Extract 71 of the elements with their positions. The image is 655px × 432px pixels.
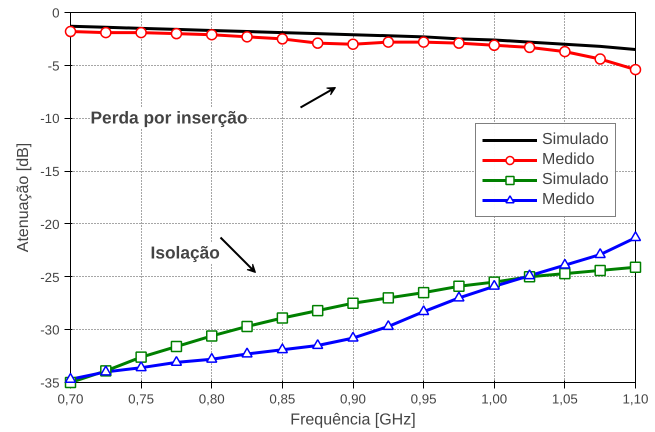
point [206,28,218,40]
x-tick-label: 1,05 [552,392,578,406]
point [312,338,324,350]
x-tick-label: 0,85 [269,392,296,406]
point [170,356,182,366]
legend-label: Simulado [542,131,609,149]
point [559,268,571,280]
x-tick-label: 0,75 [128,392,154,406]
y-tick-label: -10 [40,111,60,126]
point [488,280,500,290]
point [241,347,253,358]
point [418,286,430,298]
point [453,291,465,302]
point [276,33,288,45]
point [312,37,324,49]
point [135,361,147,372]
point [206,352,218,363]
point [594,248,606,258]
y-tick-label: 0 [52,6,60,20]
point [64,26,76,38]
y-tick-label: -35 [40,376,60,390]
point [453,280,465,292]
x-tick-label: 0,80 [198,392,225,406]
point [524,269,536,280]
point [488,40,500,52]
point [382,36,394,48]
y-tick-label: -15 [40,164,60,180]
point [630,231,642,242]
x-axis-title: Frequência [GHz] [290,412,416,428]
point [453,37,465,49]
point [135,351,147,363]
x-tick-label: 1,10 [622,392,648,406]
point [594,264,606,276]
point [418,36,430,48]
point [594,53,606,65]
point [135,26,147,38]
point [630,262,642,274]
x-tick-label: 0,90 [340,392,366,406]
y-axis-title: Atenuação [dB] [15,142,32,252]
annotation: Isolação [150,242,220,262]
point [241,31,253,43]
point [524,42,536,54]
point [418,305,430,316]
point [559,46,571,58]
x-tick-label: 0,95 [410,392,437,406]
point [276,312,288,324]
point [64,372,76,383]
x-tick-label: 1,00 [481,392,508,406]
annotation: Perda por inserção [90,108,248,128]
point [241,320,253,332]
point [170,28,182,40]
point [206,330,218,342]
legend-label: Medido [542,151,594,169]
point [630,64,642,76]
point [347,38,359,50]
y-tick-label: -30 [40,322,60,338]
x-tick-label: 0,70 [58,392,84,406]
y-tick-label: -5 [48,58,60,74]
point [347,332,359,342]
point [276,343,288,354]
point [559,258,571,269]
y-tick-label: -20 [40,216,60,232]
point [382,320,394,330]
point [170,340,182,352]
point [312,304,324,316]
point [100,26,112,38]
legend-label: Simulado [542,171,609,189]
point [347,297,359,309]
legend-label: Medido [542,191,594,209]
y-tick-label: -25 [40,270,60,285]
point [382,292,394,304]
